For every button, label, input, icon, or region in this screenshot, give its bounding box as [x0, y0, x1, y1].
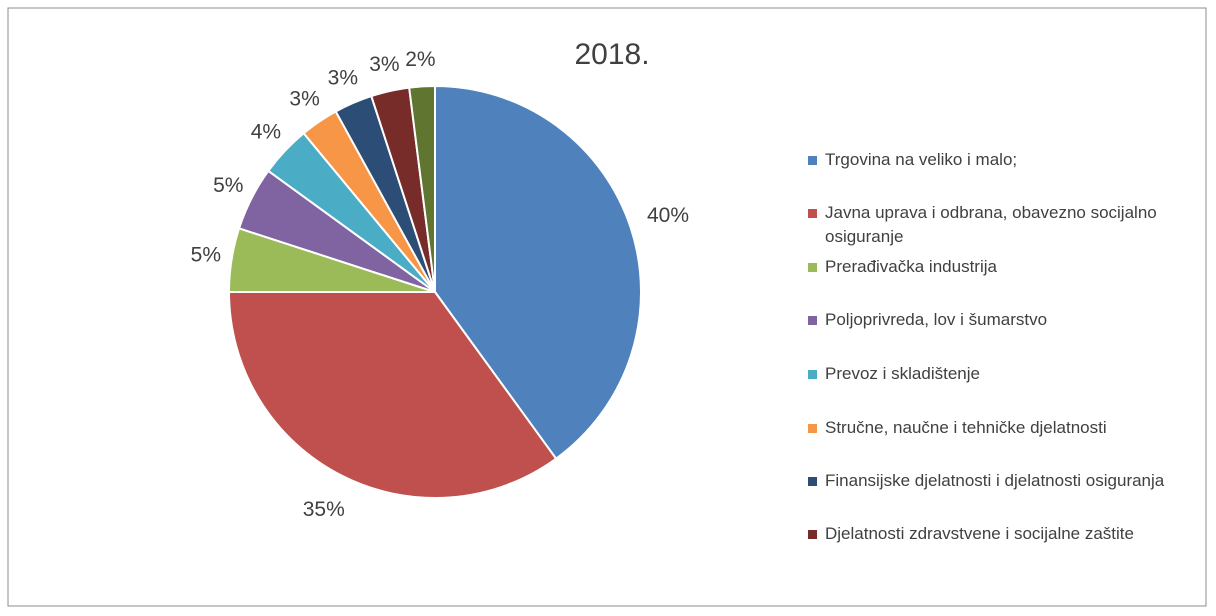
legend-entry: Javna uprava i odbrana, obavezno socijal… [808, 201, 1198, 249]
legend-entry: Prerađivačka industrija [808, 255, 1198, 279]
data-label: 3% [289, 88, 319, 111]
data-label: 5% [213, 174, 243, 197]
legend-entry: Stručne, naučne i tehničke djelatnosti [808, 416, 1198, 440]
pie-slice [408, 84, 436, 293]
legend-swatch [808, 156, 817, 165]
legend-label: Djelatnosti zdravstvene i socijalne zašt… [825, 524, 1134, 543]
legend-swatch [808, 530, 817, 539]
legend-entry: Trgovina na veliko i malo; [808, 148, 1198, 172]
chart-title: 2018. [574, 38, 649, 71]
legend-label: Javna uprava i odbrana, obavezno socijal… [825, 203, 1157, 246]
legend-label: Prevoz i skladištenje [825, 364, 980, 383]
legend-swatch [808, 263, 817, 272]
data-label: 5% [191, 243, 221, 266]
legend-label: Trgovina na veliko i malo; [825, 150, 1018, 169]
data-label: 3% [328, 67, 358, 90]
legend-entry: Djelatnosti zdravstvene i socijalne zašt… [808, 522, 1198, 546]
data-label: 4% [251, 121, 281, 144]
legend-label: Stručne, naučne i tehničke djelatnosti [825, 418, 1107, 437]
legend-label: Prerađivačka industrija [825, 257, 997, 276]
legend-entry: Finansijske djelatnosti i djelatnosti os… [808, 469, 1198, 493]
legend-swatch [808, 477, 817, 486]
data-label: 2% [405, 48, 435, 71]
data-label: 40% [647, 204, 689, 227]
data-label: 3% [369, 53, 399, 76]
data-label: 35% [303, 498, 345, 521]
legend-swatch [808, 209, 817, 218]
legend-label: Poljoprivreda, lov i šumarstvo [825, 310, 1048, 329]
legend-label: Finansijske djelatnosti i djelatnosti os… [825, 471, 1165, 490]
pie-slice [434, 84, 642, 461]
legend-entry: Prevoz i skladištenje [808, 362, 1198, 386]
pie-slice [227, 291, 558, 499]
legend-swatch [808, 370, 817, 379]
legend-swatch [808, 424, 817, 433]
legend-entry: Poljoprivreda, lov i šumarstvo [808, 308, 1198, 332]
legend-swatch [808, 316, 817, 325]
